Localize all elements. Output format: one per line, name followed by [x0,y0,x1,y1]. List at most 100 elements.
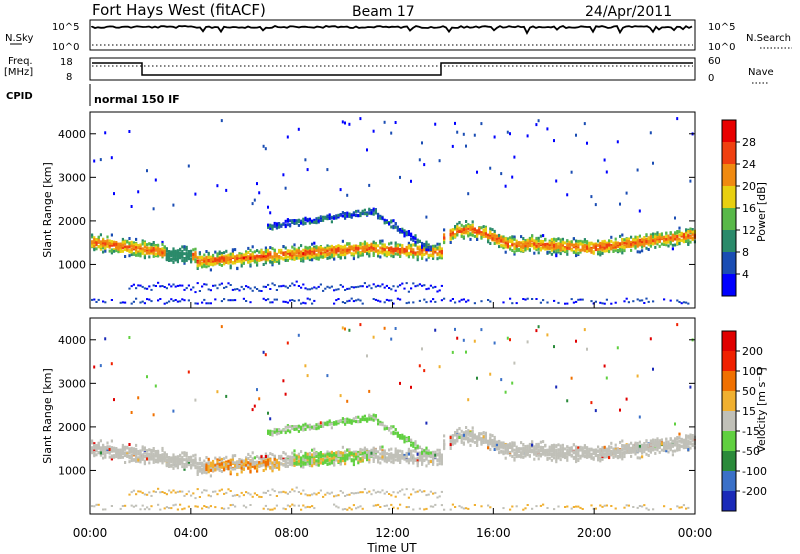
velocity-cell-673 [161,446,164,450]
velocity-cell-3723 [423,458,426,462]
velocity-cell-3701 [421,447,424,451]
velocity-cell-2579 [333,503,336,506]
velocity-cell-3315 [390,503,393,506]
velocity-cell-439 [137,458,140,462]
velocity-cell-2359 [315,425,318,429]
velocity-cell-465 [139,455,142,459]
power-cell-5744 [645,246,648,250]
velocity-cell-1061 [198,496,201,498]
velocity-cell-2335 [313,426,316,430]
power-cell-1824 [273,224,276,228]
velocity-cell-729 [165,455,168,459]
velocity-cell-2941 [361,451,364,455]
power-cell-4846 [546,301,549,304]
velocity-cell-1987 [286,455,289,459]
power-cell-3510 [405,302,408,305]
power-cell-1998 [286,135,289,139]
power-cell-4216 [476,170,478,174]
velocity-cell-2719 [344,495,347,497]
power-cell-4688 [528,248,531,252]
power-cell-2042 [291,245,294,249]
power-cell-3968 [449,299,452,302]
power-cell-5706 [641,299,644,302]
power-cell-748 [168,250,171,253]
velocity-cell-219 [113,449,116,453]
power-cell-3062 [372,254,375,257]
velocity-cell-1793 [271,433,274,437]
power-cell-5124 [577,251,580,255]
velocity-cell-287 [121,452,124,456]
power-cell-4262 [482,225,485,229]
velocity-cell-2779 [348,493,351,496]
power-cell-4854 [548,239,551,243]
velocity-cell-119 [102,445,105,449]
power-cell-1316 [225,261,228,264]
velocity-cell-2071 [293,458,296,462]
power-cell-2666 [341,239,344,243]
velocity-cell-307 [124,446,127,450]
power-cell-1578 [251,202,254,206]
power-cell-1852 [275,226,278,230]
power-cell-1466 [240,258,243,262]
power-cell-2970 [363,250,366,253]
power-cell-4720 [533,242,536,246]
velocity-cell-2497 [326,491,329,494]
power-cell-3742 [425,242,428,246]
power-cell-5224 [588,241,591,245]
power-cell-2540 [330,253,333,257]
power-cell-1356 [229,256,232,260]
power-cell-3342 [392,285,395,288]
power-cell-5724 [643,236,646,239]
velocity-cell-2847 [355,457,358,461]
velocity-cell-1709 [264,491,267,494]
velocity-cell-1129 [207,459,210,463]
velocity-cell-1101 [203,469,206,473]
power-cell-6004 [676,242,679,245]
velocity-cell-491 [141,504,144,507]
power-cell-5566 [625,191,628,195]
power-cell-5676 [638,238,641,242]
velocity-cell-3277 [388,457,391,461]
power-cell-346 [128,242,131,246]
velocity-cell-1467 [240,464,243,468]
velocity-cell-3625 [416,456,419,460]
velocity-cell-1163 [209,466,212,470]
power-cell-5456 [614,248,617,252]
velocity-cell-1037 [196,466,199,470]
power-cell-2980 [366,248,369,252]
velocity-cell-3685 [421,454,424,458]
power-cell-946 [187,254,190,258]
power-cell-4046 [458,221,461,225]
velocity-cell-2383 [317,453,320,457]
power-cell-5202 [586,246,589,250]
velocity-cell-2177 [302,459,305,463]
nave-bottom-tick: 0 [708,73,714,84]
power-cell-4440 [502,245,505,249]
power-cell-5808 [652,161,654,165]
power-cell-590 [152,243,155,247]
power-cell-5408 [608,243,611,247]
power-cell-1524 [247,260,250,264]
power-cell-2182 [302,257,305,260]
velocity-cell-1965 [284,491,287,494]
velocity-cell-1191 [212,490,215,493]
power-cell-3406 [399,252,402,256]
power-cell-4388 [495,234,498,238]
power-cell-820 [174,285,177,288]
power-cell-5814 [654,241,657,245]
power-cell-4514 [511,237,514,241]
power-cell-5462 [614,245,617,249]
power-cell-5914 [665,238,668,241]
power-cell-3816 [429,284,432,287]
velocity-cell-2953 [361,507,364,510]
power-cell-3060 [370,287,373,290]
power-cell-838 [176,252,179,256]
velocity-cell-1791 [271,461,274,465]
power-cell-5264 [592,244,595,248]
velocity-cell-1857 [275,504,278,507]
velocity-cell-1827 [273,490,276,493]
velocity-cell-1629 [258,456,261,460]
velocity-cell-1953 [284,452,287,456]
power-cell-5096 [575,243,578,246]
velocity-cell-667 [159,491,162,494]
